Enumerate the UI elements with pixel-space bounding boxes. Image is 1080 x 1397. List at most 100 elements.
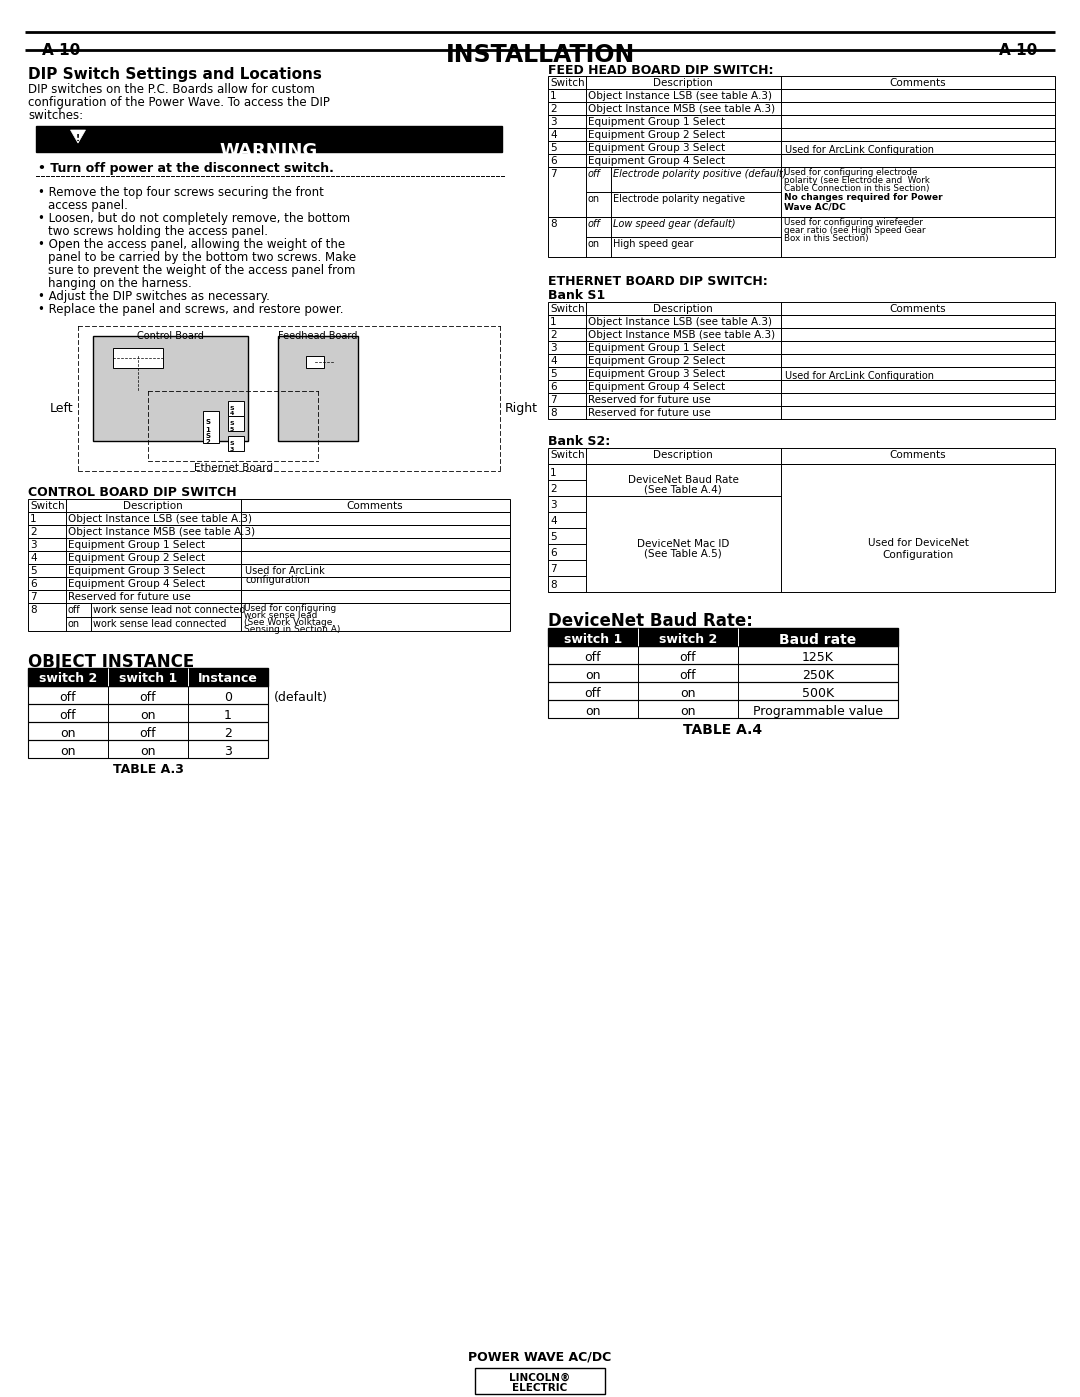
Text: access panel.: access panel. bbox=[48, 198, 127, 212]
Text: DeviceNet Baud Rate: DeviceNet Baud Rate bbox=[627, 475, 739, 485]
Text: Equipment Group 3 Select: Equipment Group 3 Select bbox=[68, 566, 205, 576]
Text: Reserved for future use: Reserved for future use bbox=[68, 592, 191, 602]
Text: 3: 3 bbox=[550, 344, 556, 353]
Text: 8: 8 bbox=[30, 605, 37, 615]
Text: Equipment Group 2 Select: Equipment Group 2 Select bbox=[588, 130, 725, 140]
Text: 1: 1 bbox=[550, 468, 556, 478]
Text: on: on bbox=[585, 669, 600, 682]
Bar bbox=[28, 525, 510, 538]
Text: Switch: Switch bbox=[550, 305, 584, 314]
Text: A-10: A-10 bbox=[999, 43, 1038, 59]
Text: 6: 6 bbox=[550, 156, 556, 166]
Text: 1: 1 bbox=[550, 91, 556, 101]
Bar bbox=[28, 564, 510, 577]
Bar bbox=[548, 393, 1055, 407]
Bar bbox=[28, 511, 510, 525]
Text: Object Instance MSB (see table A.3): Object Instance MSB (see table A.3) bbox=[68, 527, 255, 536]
Bar bbox=[28, 538, 510, 550]
Text: panel to be carried by the bottom two screws. Make: panel to be carried by the bottom two sc… bbox=[48, 251, 356, 264]
Text: sure to prevent the weight of the access panel from: sure to prevent the weight of the access… bbox=[48, 264, 355, 277]
Text: 2: 2 bbox=[224, 726, 232, 740]
Bar bbox=[548, 664, 897, 682]
Text: 4: 4 bbox=[30, 553, 37, 563]
Bar bbox=[278, 337, 357, 441]
Text: Comments: Comments bbox=[890, 78, 946, 88]
Text: Configuration: Configuration bbox=[882, 550, 954, 560]
Text: Used for ArcLink: Used for ArcLink bbox=[245, 566, 325, 576]
Text: off: off bbox=[588, 169, 600, 179]
Text: (See Work Volktage: (See Work Volktage bbox=[244, 617, 333, 627]
Text: • Adjust the DIP switches as necessary.: • Adjust the DIP switches as necessary. bbox=[38, 291, 270, 303]
Text: Right: Right bbox=[505, 402, 538, 415]
Text: 4: 4 bbox=[550, 356, 556, 366]
Text: Equipment Group 4 Select: Equipment Group 4 Select bbox=[68, 578, 205, 590]
Bar bbox=[28, 604, 510, 631]
Text: two screws holding the access panel.: two screws holding the access panel. bbox=[48, 225, 268, 237]
Text: Bank S2:: Bank S2: bbox=[548, 434, 610, 448]
Bar bbox=[113, 348, 163, 367]
Text: A-10: A-10 bbox=[42, 43, 81, 59]
Bar bbox=[28, 499, 510, 511]
Text: Used for DeviceNet: Used for DeviceNet bbox=[867, 538, 969, 548]
Bar bbox=[548, 129, 1055, 141]
Bar bbox=[548, 380, 1055, 393]
Text: No changes required for Power: No changes required for Power bbox=[784, 193, 943, 203]
Text: 7: 7 bbox=[550, 564, 556, 574]
Text: Object Instance MSB (see table A.3): Object Instance MSB (see table A.3) bbox=[588, 330, 775, 339]
Text: TABLE A.4: TABLE A.4 bbox=[684, 724, 762, 738]
Text: Object Instance LSB (see table A.3): Object Instance LSB (see table A.3) bbox=[588, 317, 772, 327]
Bar bbox=[28, 668, 268, 686]
Text: DIP switches on the P.C. Boards allow for custom: DIP switches on the P.C. Boards allow fo… bbox=[28, 82, 315, 96]
Text: Control Board: Control Board bbox=[136, 331, 203, 341]
Text: • Turn off power at the disconnect switch.: • Turn off power at the disconnect switc… bbox=[38, 162, 334, 175]
Text: S: S bbox=[205, 419, 210, 425]
Text: on: on bbox=[588, 239, 600, 249]
Text: Equipment Group 1 Select: Equipment Group 1 Select bbox=[588, 344, 725, 353]
Bar bbox=[93, 337, 248, 441]
Text: ELECTRIC: ELECTRIC bbox=[512, 1383, 568, 1393]
Text: TABLE A.3: TABLE A.3 bbox=[112, 763, 184, 775]
Text: • Open the access panel, allowing the weight of the: • Open the access panel, allowing the we… bbox=[38, 237, 346, 251]
Text: CONTROL BOARD DIP SWITCH: CONTROL BOARD DIP SWITCH bbox=[28, 486, 237, 499]
Text: Programmable value: Programmable value bbox=[753, 705, 883, 718]
Text: LINCOLN®: LINCOLN® bbox=[510, 1373, 570, 1383]
Bar bbox=[548, 464, 1055, 592]
Text: 6: 6 bbox=[550, 548, 556, 557]
Bar bbox=[548, 645, 897, 664]
Text: Electrode polarity negative: Electrode polarity negative bbox=[613, 194, 745, 204]
Text: Switch: Switch bbox=[550, 450, 584, 460]
Text: Used for configuring electrode: Used for configuring electrode bbox=[784, 168, 917, 177]
Text: Equipment Group 3 Select: Equipment Group 3 Select bbox=[588, 369, 725, 379]
Text: Equipment Group 3 Select: Equipment Group 3 Select bbox=[588, 142, 725, 154]
Text: work sense lead: work sense lead bbox=[244, 610, 318, 620]
Text: 5: 5 bbox=[230, 427, 234, 432]
Bar bbox=[36, 126, 502, 152]
Text: 3: 3 bbox=[550, 117, 556, 127]
Text: S: S bbox=[205, 433, 210, 439]
Text: (See Table A.5): (See Table A.5) bbox=[644, 549, 721, 559]
Bar bbox=[28, 590, 510, 604]
Text: off: off bbox=[139, 726, 157, 740]
Text: Baud rate: Baud rate bbox=[780, 633, 856, 647]
Text: S: S bbox=[230, 407, 234, 411]
Bar bbox=[548, 168, 1055, 217]
Text: Used for configuring wirefeeder: Used for configuring wirefeeder bbox=[784, 218, 923, 226]
Text: 6: 6 bbox=[30, 578, 37, 590]
Text: Equipment Group 1 Select: Equipment Group 1 Select bbox=[68, 541, 205, 550]
Text: switch 1: switch 1 bbox=[119, 672, 177, 685]
Bar bbox=[548, 115, 1055, 129]
Text: 4: 4 bbox=[230, 411, 234, 416]
Text: Box in this Section): Box in this Section) bbox=[784, 235, 868, 243]
Text: switch 2: switch 2 bbox=[39, 672, 97, 685]
Text: 1: 1 bbox=[30, 514, 37, 524]
Text: Reserved for future use: Reserved for future use bbox=[588, 408, 711, 418]
Text: on: on bbox=[60, 745, 76, 759]
Text: High speed gear: High speed gear bbox=[613, 239, 693, 249]
Text: hanging on the harness.: hanging on the harness. bbox=[48, 277, 192, 291]
Text: Used for ArcLink Configuration: Used for ArcLink Configuration bbox=[785, 145, 934, 155]
Bar bbox=[548, 314, 1055, 328]
Text: (See Table A.4): (See Table A.4) bbox=[644, 485, 721, 495]
Bar bbox=[306, 356, 324, 367]
Text: on: on bbox=[680, 705, 696, 718]
Text: switches:: switches: bbox=[28, 109, 83, 122]
